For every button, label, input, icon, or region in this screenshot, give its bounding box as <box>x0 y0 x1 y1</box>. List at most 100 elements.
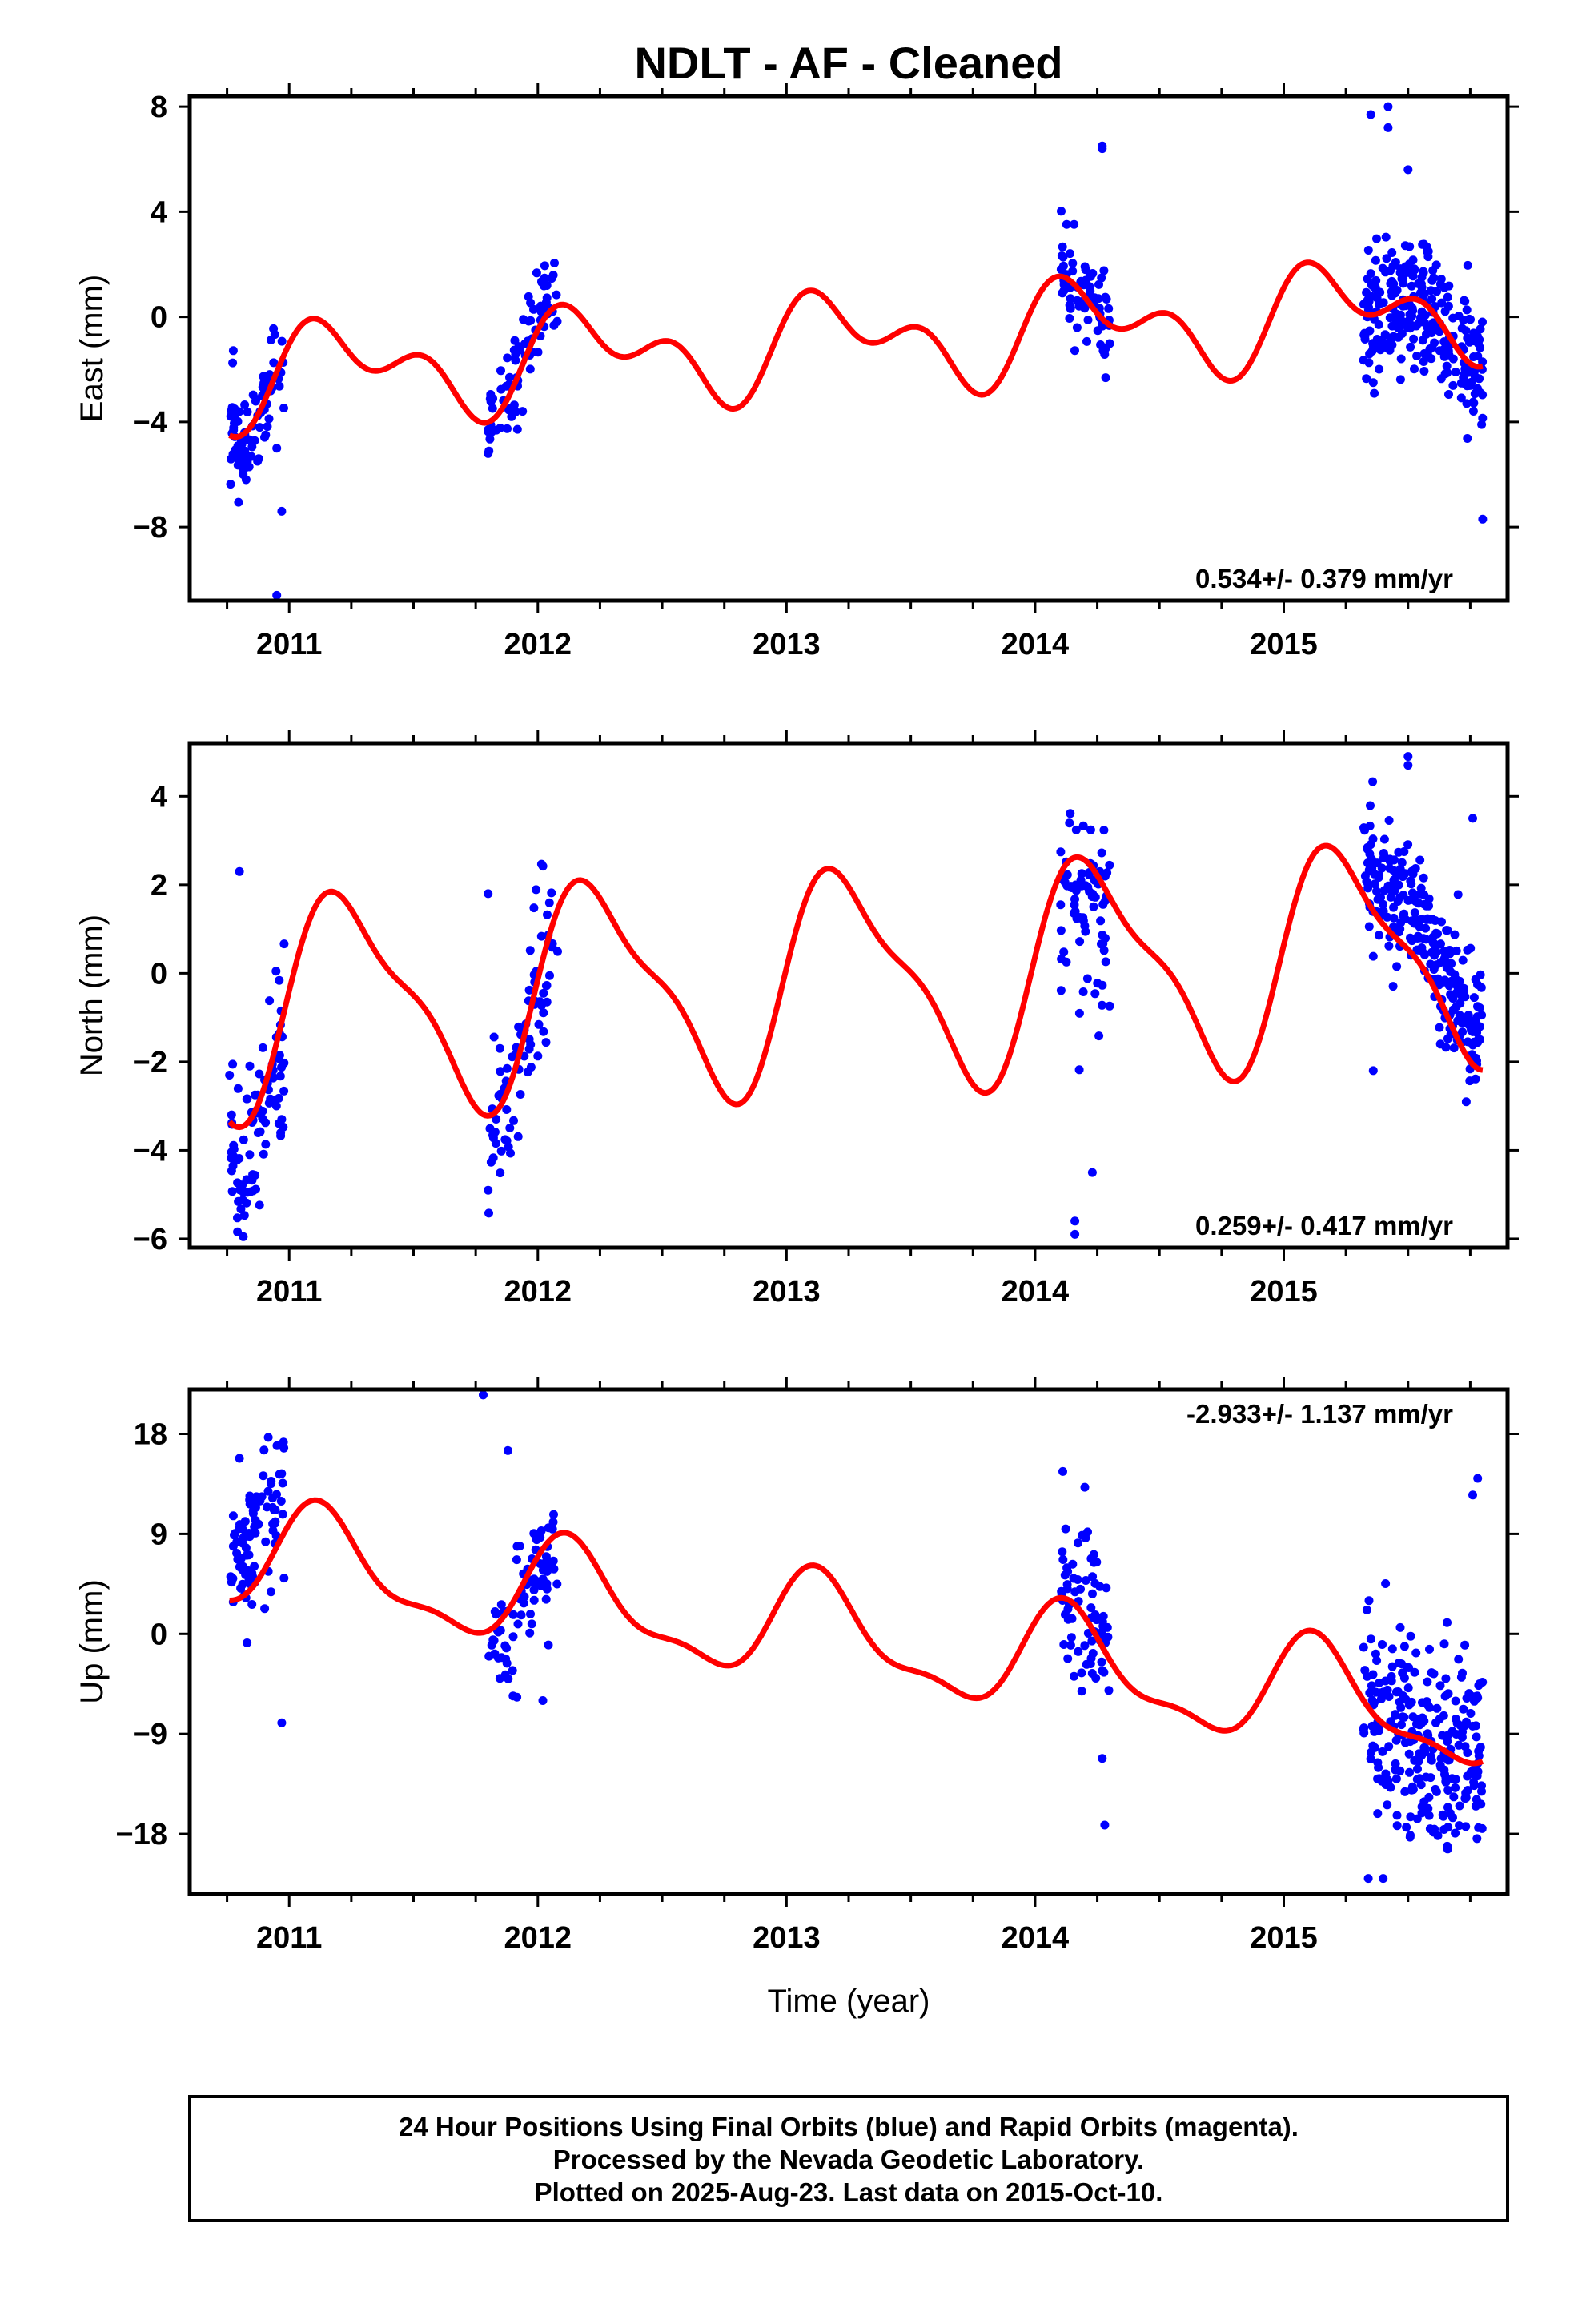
data-point <box>526 1610 535 1618</box>
data-point <box>271 1506 280 1514</box>
data-point <box>1066 249 1074 259</box>
x-tick-label: 2015 <box>1250 628 1318 661</box>
x-tick-label: 2015 <box>1250 1275 1318 1309</box>
y-tick-label: 2 <box>151 869 167 903</box>
y-axis-label: Up (mm) <box>74 1579 110 1704</box>
data-point <box>1366 1754 1375 1763</box>
data-point <box>1432 287 1442 296</box>
y-tick-label: 4 <box>151 780 167 814</box>
data-point <box>1362 1605 1371 1614</box>
data-point <box>242 1175 251 1184</box>
data-point <box>239 465 248 475</box>
data-point <box>1081 1576 1090 1585</box>
data-point <box>228 1511 238 1521</box>
data-point <box>536 931 546 941</box>
data-point <box>1087 1669 1097 1678</box>
data-point <box>1469 993 1479 1003</box>
data-point <box>1431 1787 1441 1796</box>
data-point <box>1466 1023 1476 1033</box>
data-point <box>1451 368 1460 376</box>
data-point <box>1074 1065 1084 1075</box>
data-point <box>1089 1550 1098 1559</box>
data-point <box>516 1610 526 1620</box>
data-point <box>492 1115 501 1124</box>
data-point <box>529 1595 539 1605</box>
data-point <box>1367 1747 1376 1757</box>
data-point <box>533 348 543 357</box>
data-point <box>1359 1642 1368 1652</box>
data-point <box>1457 324 1467 333</box>
data-point <box>247 1600 257 1609</box>
data-point <box>1094 279 1103 289</box>
data-point <box>1062 219 1071 229</box>
data-point <box>508 1632 518 1642</box>
data-point <box>1450 990 1459 999</box>
data-point <box>1418 336 1427 345</box>
data-point <box>1461 1788 1471 1798</box>
data-point <box>541 1038 551 1047</box>
y-tick-label: −18 <box>116 1818 167 1852</box>
data-point <box>269 358 279 368</box>
x-tick-label: 2015 <box>1250 1921 1318 1955</box>
data-point <box>1416 279 1426 289</box>
data-point <box>1435 1681 1445 1691</box>
data-point <box>1468 407 1478 416</box>
data-point <box>1444 390 1453 399</box>
data-point <box>228 346 238 356</box>
data-point <box>496 1146 506 1156</box>
rate-label: 0.534+/- 0.379 mm/yr <box>1195 564 1453 593</box>
data-point <box>513 1619 523 1629</box>
data-point <box>1431 1718 1440 1727</box>
data-point <box>1421 935 1431 944</box>
data-point <box>1417 1719 1426 1728</box>
data-point <box>1074 1538 1082 1548</box>
data-point <box>529 1529 539 1538</box>
data-point <box>1071 825 1081 834</box>
data-point <box>543 910 552 919</box>
data-point <box>233 1227 243 1236</box>
data-point <box>525 364 535 374</box>
data-point <box>541 1594 551 1604</box>
data-point <box>245 1150 255 1160</box>
data-point <box>272 1490 281 1499</box>
data-point <box>272 1441 282 1450</box>
y-axis-label: North (mm) <box>74 915 110 1076</box>
data-point <box>1405 242 1415 251</box>
data-point <box>1458 1668 1467 1678</box>
data-point <box>1367 854 1376 864</box>
data-point <box>278 1478 287 1488</box>
data-point <box>1363 299 1373 308</box>
data-point <box>525 946 535 955</box>
data-point <box>1080 304 1090 313</box>
data-point <box>1086 1603 1096 1613</box>
data-point <box>1383 1800 1392 1810</box>
data-point <box>536 1526 546 1535</box>
data-point <box>1371 1649 1380 1659</box>
data-point <box>1462 1717 1471 1727</box>
data-point <box>1417 307 1427 316</box>
data-point <box>1432 1703 1442 1713</box>
data-point <box>1451 1828 1460 1838</box>
data-point <box>1366 801 1375 810</box>
data-point <box>539 1027 548 1036</box>
data-point <box>1374 873 1383 883</box>
data-point <box>1058 1466 1067 1476</box>
data-point <box>1469 398 1479 408</box>
data-point <box>542 981 552 990</box>
data-point <box>1477 1781 1486 1791</box>
data-point <box>1443 368 1452 377</box>
data-point <box>1436 958 1445 967</box>
y-axis-label: East (mm) <box>74 275 110 422</box>
data-point <box>1449 1043 1459 1053</box>
data-point <box>1066 1633 1076 1642</box>
data-point <box>235 448 244 458</box>
panel-frame <box>187 94 1510 603</box>
y-tick-label: 9 <box>151 1518 167 1551</box>
data-point <box>229 425 239 435</box>
data-point <box>1452 1002 1461 1011</box>
data-point <box>233 1084 243 1093</box>
data-point <box>538 1696 548 1705</box>
x-tick-label: 2011 <box>256 1921 322 1955</box>
data-point <box>1070 1671 1078 1681</box>
data-point <box>524 985 534 995</box>
